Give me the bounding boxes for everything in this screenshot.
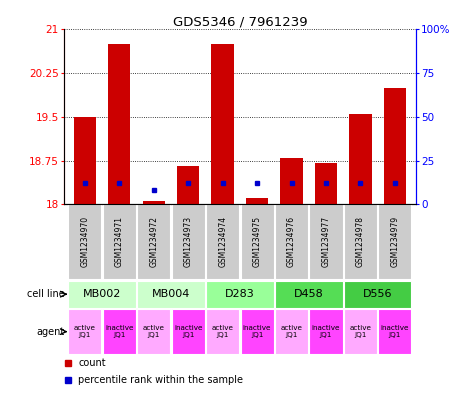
Bar <box>68 281 136 308</box>
Bar <box>379 204 411 279</box>
Bar <box>103 309 136 354</box>
Text: GSM1234979: GSM1234979 <box>390 216 399 267</box>
Text: GSM1234973: GSM1234973 <box>184 216 193 267</box>
Bar <box>137 309 170 354</box>
Text: GSM1234976: GSM1234976 <box>287 216 296 267</box>
Bar <box>171 204 205 279</box>
Bar <box>275 281 342 308</box>
Text: inactive
JQ1: inactive JQ1 <box>105 325 133 338</box>
Bar <box>310 204 342 279</box>
Text: agent: agent <box>37 327 65 337</box>
Text: GSM1234978: GSM1234978 <box>356 216 365 267</box>
Text: active
JQ1: active JQ1 <box>212 325 234 338</box>
Bar <box>206 204 239 279</box>
Bar <box>74 117 96 204</box>
Text: active
JQ1: active JQ1 <box>142 325 165 338</box>
Bar <box>344 281 411 308</box>
Text: count: count <box>78 358 106 368</box>
Title: GDS5346 / 7961239: GDS5346 / 7961239 <box>172 15 307 28</box>
Bar <box>349 114 372 204</box>
Bar <box>275 309 308 354</box>
Text: GSM1234971: GSM1234971 <box>115 216 124 267</box>
Bar <box>177 166 200 204</box>
Text: MB002: MB002 <box>83 289 121 299</box>
Bar <box>103 204 136 279</box>
Text: inactive
JQ1: inactive JQ1 <box>243 325 271 338</box>
Text: GSM1234970: GSM1234970 <box>80 216 89 267</box>
Text: cell line: cell line <box>27 289 65 299</box>
Bar <box>379 309 411 354</box>
Bar <box>206 281 274 308</box>
Text: GSM1234975: GSM1234975 <box>253 216 262 267</box>
Text: D458: D458 <box>294 289 323 299</box>
Bar <box>68 204 101 279</box>
Bar <box>142 201 165 204</box>
Bar <box>246 198 268 204</box>
Bar <box>68 309 101 354</box>
Bar <box>344 309 377 354</box>
Bar <box>275 204 308 279</box>
Text: MB004: MB004 <box>152 289 190 299</box>
Bar <box>315 163 337 204</box>
Text: percentile rank within the sample: percentile rank within the sample <box>78 375 243 385</box>
Bar <box>344 204 377 279</box>
Bar <box>171 309 205 354</box>
Bar <box>211 44 234 204</box>
Text: inactive
JQ1: inactive JQ1 <box>174 325 202 338</box>
Bar <box>240 309 274 354</box>
Text: active
JQ1: active JQ1 <box>350 325 371 338</box>
Bar <box>108 44 131 204</box>
Bar <box>280 158 303 204</box>
Bar <box>206 309 239 354</box>
Bar <box>137 204 170 279</box>
Text: GSM1234972: GSM1234972 <box>149 216 158 267</box>
Bar <box>384 88 406 204</box>
Bar <box>310 309 342 354</box>
Bar <box>240 204 274 279</box>
Bar <box>137 281 205 308</box>
Text: D556: D556 <box>363 289 392 299</box>
Text: D283: D283 <box>225 289 255 299</box>
Text: GSM1234974: GSM1234974 <box>218 216 227 267</box>
Text: inactive
JQ1: inactive JQ1 <box>312 325 340 338</box>
Text: GSM1234977: GSM1234977 <box>322 216 331 267</box>
Text: active
JQ1: active JQ1 <box>74 325 96 338</box>
Text: inactive
JQ1: inactive JQ1 <box>380 325 409 338</box>
Text: active
JQ1: active JQ1 <box>281 325 303 338</box>
